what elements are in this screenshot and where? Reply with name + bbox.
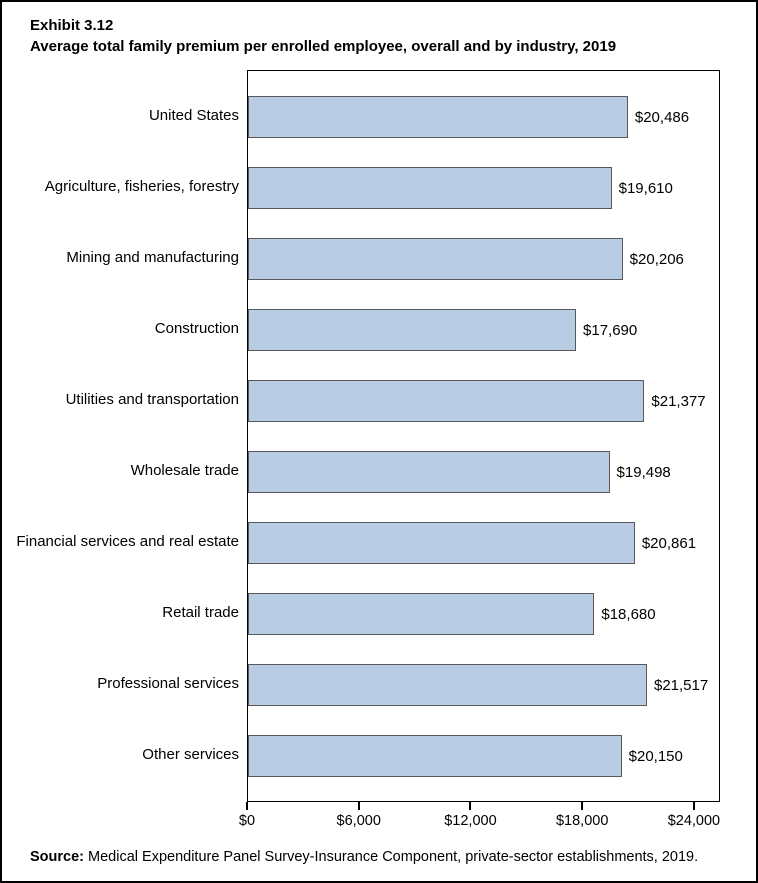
value-label: $20,861: [641, 534, 697, 552]
category-labels-column: United States Agriculture, fisheries, for…: [2, 70, 239, 802]
bar-row: $21,377: [248, 380, 719, 422]
value-label: $19,498: [616, 463, 671, 481]
bar: [248, 522, 635, 564]
category-label: Professional services: [97, 675, 239, 692]
value-label: $18,680: [601, 605, 656, 623]
bar: [248, 167, 612, 209]
bar: [248, 238, 623, 280]
value-label: $20,486: [634, 108, 690, 126]
bar-row: $19,498: [248, 451, 719, 493]
bar: [248, 380, 645, 422]
category-label: Retail trade: [162, 604, 239, 621]
bar-row: $18,680: [248, 593, 719, 635]
x-axis-tick: [246, 802, 248, 810]
bar: [248, 735, 622, 777]
bar: [248, 664, 647, 706]
source-text: Medical Expenditure Panel Survey-Insuran…: [84, 849, 699, 865]
chart-title-line2: Average total family premium per enrolle…: [30, 38, 617, 55]
x-axis-tick-label: $0: [238, 813, 256, 829]
x-axis-tick: [357, 802, 360, 810]
bar-row: $17,690: [248, 309, 719, 351]
chart-title-line1: Exhibit 3.12: [30, 17, 114, 34]
bar-row: $20,861: [248, 522, 719, 564]
bar-row: $19,610: [248, 167, 719, 209]
value-label: $21,377: [651, 392, 706, 410]
value-label: $20,150: [628, 747, 683, 765]
bar: [248, 309, 577, 351]
x-axis-tick: [581, 802, 584, 810]
category-label: Mining and manufacturing: [66, 249, 239, 266]
x-axis-tick-label: $12,000: [444, 813, 497, 829]
x-axis-tick-labels: $0 $6,000 $12,000 $18,000 $24,000: [239, 813, 721, 833]
category-label: Construction: [154, 320, 239, 337]
source-label: Source:: [30, 849, 84, 865]
bar: [248, 451, 610, 493]
value-label: $19,610: [618, 179, 673, 197]
category-label: Agriculture, fisheries, forestry: [44, 178, 239, 195]
category-label: Other services: [142, 746, 239, 763]
x-axis-tick-label: $18,000: [555, 813, 609, 829]
value-label: $21,517: [653, 676, 709, 694]
bar-row: $20,206: [248, 238, 719, 280]
bar: [248, 593, 595, 635]
bar: [248, 96, 628, 138]
plot-area: $20,486 $19,610 $20,206 $17,690 $21,377 $19,4…: [247, 70, 720, 802]
category-label: Utilities and transportation: [65, 391, 239, 408]
value-label: $20,206: [629, 250, 684, 268]
bar-row: $20,150: [248, 735, 719, 777]
category-label: Wholesale trade: [130, 462, 239, 479]
category-label: Financial services and real estate: [16, 533, 239, 550]
x-axis-tick: [692, 802, 695, 810]
x-axis-tick-label: $6,000: [336, 813, 381, 829]
chart-title: Exhibit 3.12 Average total family premiu…: [30, 15, 616, 57]
value-label: $17,690: [583, 321, 638, 339]
source-note: Source: Medical Expenditure Panel Survey…: [30, 849, 698, 865]
bar-row: $21,517: [248, 664, 719, 706]
x-axis-ticks: [246, 802, 720, 810]
x-axis-tick: [469, 802, 472, 810]
category-label: United States: [148, 107, 239, 124]
bar-row: $20,486: [248, 96, 719, 138]
x-axis-tick-label: $24,000: [667, 813, 721, 829]
